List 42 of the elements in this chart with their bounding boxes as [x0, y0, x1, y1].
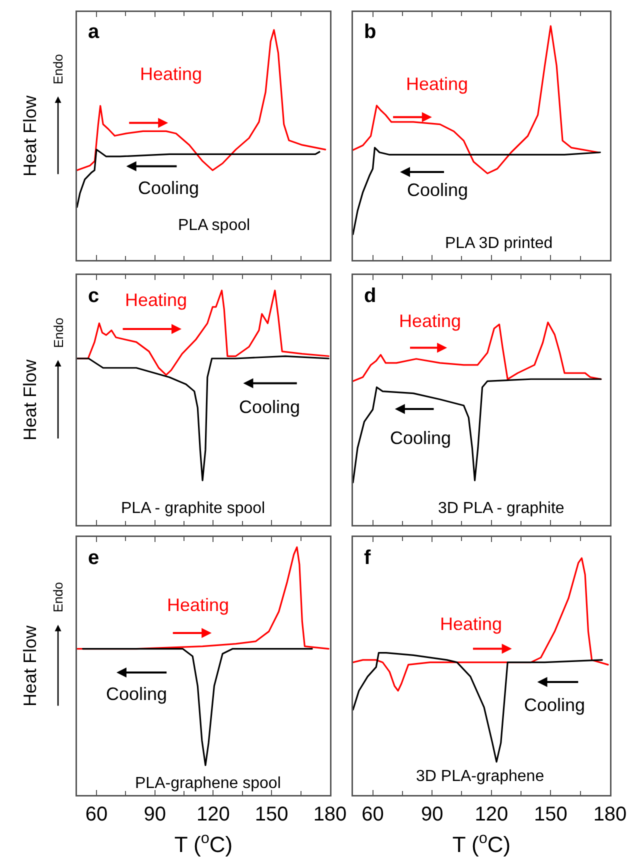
- x-tick-label: 180: [593, 803, 627, 826]
- series-label: Heating: [406, 74, 468, 94]
- text: Endo: [50, 582, 66, 612]
- y-axis-title: Heat Flow: [20, 94, 40, 177]
- x-axis-title: T ($^{o}$C): [174, 830, 233, 858]
- x-tick-label: 120: [196, 803, 230, 826]
- x-tick-label: 60: [362, 803, 384, 826]
- legend-label: Cooling: [106, 684, 168, 704]
- annotation: 3D PLA-graphene: [416, 768, 544, 785]
- annotation: PLA-graphene spool: [135, 775, 281, 792]
- series-label: Heating: [167, 595, 230, 615]
- text: Endo: [50, 54, 66, 84]
- annotation: 3D PLA - graphite: [438, 500, 564, 517]
- x-tick-label: 150: [254, 803, 288, 826]
- legend-label: Cooling: [524, 695, 586, 715]
- legend-label: Cooling: [390, 428, 452, 448]
- x-tick-label: 90: [420, 803, 444, 826]
- x-tick-label: 120: [474, 803, 508, 826]
- legend-label: Cooling: [138, 178, 200, 198]
- annotation: f: [364, 547, 371, 569]
- legend-label: Cooling: [407, 180, 468, 200]
- x-tick-label: 150: [534, 803, 568, 826]
- annotation: c: [88, 285, 100, 307]
- series-label: Heating: [399, 311, 462, 331]
- series-label: Heating: [125, 290, 188, 310]
- annotation: PLA - graphite spool: [121, 500, 266, 517]
- text: Endo: [51, 318, 66, 348]
- text: d: [364, 285, 376, 307]
- series-label: Heating: [440, 614, 502, 634]
- x-tick-label: 60: [85, 803, 108, 826]
- annotation: a: [88, 21, 100, 43]
- y-axis-title: Heat Flow: [20, 624, 40, 707]
- legend-label: Cooling: [239, 397, 300, 417]
- x-tick-label: 90: [144, 803, 166, 826]
- annotation: PLA 3D printed: [445, 235, 553, 252]
- text: Heating: [140, 64, 202, 84]
- annotation: b: [364, 21, 376, 43]
- annotation: e: [88, 547, 100, 569]
- x-tick-label: 180: [313, 803, 347, 826]
- y-axis-title: Heat Flow: [20, 358, 40, 441]
- annotation: PLA spool: [178, 217, 250, 234]
- x-axis-title: T ($^{o}$C): [452, 830, 511, 858]
